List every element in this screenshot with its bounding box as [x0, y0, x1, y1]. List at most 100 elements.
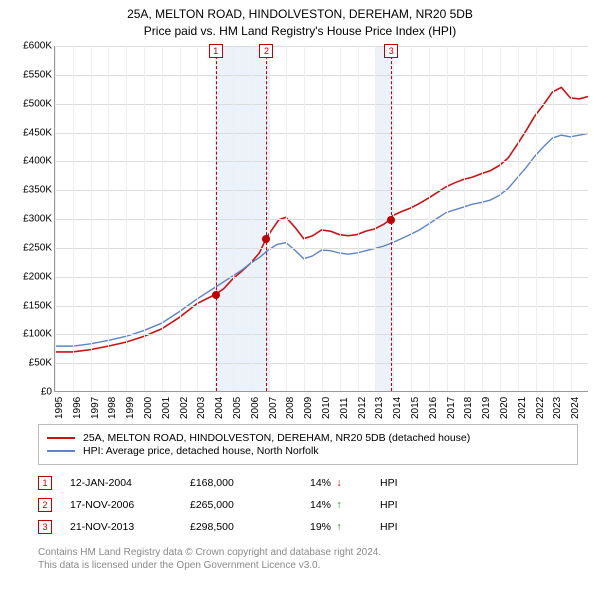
x-tick-label: 2006	[250, 397, 261, 419]
legend-box: 25A, MELTON ROAD, HINDOLVESTON, DEREHAM,…	[38, 424, 578, 465]
x-tick-label: 1996	[72, 397, 83, 419]
x-tick-label: 2011	[339, 397, 350, 419]
footer-line1: Contains HM Land Registry data © Crown c…	[38, 546, 578, 559]
y-tick-label: £400K	[23, 156, 52, 167]
gridline-v	[482, 46, 483, 391]
gridline-v	[553, 46, 554, 391]
x-tick-label: 2023	[552, 397, 563, 419]
y-tick-label: £150K	[23, 300, 52, 311]
sale-date: 17-NOV-2006	[70, 499, 190, 511]
x-tick-label: 2017	[446, 397, 457, 419]
x-tick-label: 1999	[125, 397, 136, 419]
sale-price: £168,000	[190, 477, 310, 489]
x-tick-label: 2005	[232, 397, 243, 419]
marker-line	[216, 46, 217, 391]
y-tick-label: £200K	[23, 271, 52, 282]
sale-suffix: HPI	[380, 477, 398, 489]
gridline-v	[251, 46, 252, 391]
legend-swatch	[47, 450, 75, 452]
x-tick-label: 2013	[374, 397, 385, 419]
gridline-v	[180, 46, 181, 391]
sale-price: £298,500	[190, 521, 310, 533]
gridline-v	[518, 46, 519, 391]
x-axis: 1995199619971998199920002001200220032004…	[54, 392, 588, 416]
arrow-down-icon: ↓	[334, 477, 344, 489]
gridline-v	[358, 46, 359, 391]
legend-swatch	[47, 437, 75, 439]
chart-titles: 25A, MELTON ROAD, HINDOLVESTON, DEREHAM,…	[0, 0, 600, 40]
gridline-v	[411, 46, 412, 391]
x-tick-label: 1995	[54, 397, 65, 419]
arrow-up-icon: ↑	[334, 521, 344, 533]
gridline-v	[144, 46, 145, 391]
y-tick-label: £350K	[23, 185, 52, 196]
x-tick-label: 2009	[303, 397, 314, 419]
x-tick-label: 2019	[481, 397, 492, 419]
x-tick-label: 2018	[463, 397, 474, 419]
y-tick-label: £450K	[23, 127, 52, 138]
x-tick-label: 2001	[161, 397, 172, 419]
x-tick-label: 2020	[499, 397, 510, 419]
gridline-v	[269, 46, 270, 391]
marker-dot	[387, 216, 395, 224]
gridline-v	[197, 46, 198, 391]
y-tick-label: £0	[41, 387, 52, 398]
sale-date: 12-JAN-2004	[70, 477, 190, 489]
y-tick-label: £50K	[29, 358, 52, 369]
sale-marker-box: 1	[38, 476, 52, 490]
marker-line	[266, 46, 267, 391]
sale-pct: 14% ↓	[310, 477, 380, 489]
sale-marker-box: 3	[38, 520, 52, 534]
gridline-v	[73, 46, 74, 391]
chart-area: £0£50K£100K£150K£200K£250K£300K£350K£400…	[8, 46, 592, 416]
x-tick-label: 2010	[321, 397, 332, 419]
gridline-v	[304, 46, 305, 391]
sale-row: 217-NOV-2006£265,00014% ↑ HPI	[38, 494, 578, 516]
x-tick-label: 2004	[214, 397, 225, 419]
marker-dot	[262, 235, 270, 243]
gridline-v	[571, 46, 572, 391]
title-address: 25A, MELTON ROAD, HINDOLVESTON, DEREHAM,…	[0, 6, 600, 23]
gridline-v	[286, 46, 287, 391]
sale-suffix: HPI	[380, 499, 398, 511]
gridline-v	[500, 46, 501, 391]
gridline-v	[447, 46, 448, 391]
legend-row: HPI: Average price, detached house, Nort…	[47, 445, 569, 457]
x-tick-label: 1997	[90, 397, 101, 419]
sale-suffix: HPI	[380, 521, 398, 533]
legend-row: 25A, MELTON ROAD, HINDOLVESTON, DEREHAM,…	[47, 432, 569, 444]
x-tick-label: 2014	[392, 397, 403, 419]
gridline-v	[322, 46, 323, 391]
x-tick-label: 2024	[570, 397, 581, 419]
gridline-v	[233, 46, 234, 391]
gridline-v	[375, 46, 376, 391]
gridline-v	[108, 46, 109, 391]
sale-pct: 19% ↑	[310, 521, 380, 533]
y-tick-label: £300K	[23, 214, 52, 225]
title-subtitle: Price paid vs. HM Land Registry's House …	[0, 23, 600, 40]
sale-row: 1 12-JAN-2004£168,00014% ↓ HPI	[38, 472, 578, 494]
sale-marker-box: 2	[38, 498, 52, 512]
gridline-v	[429, 46, 430, 391]
x-tick-label: 2012	[357, 397, 368, 419]
marker-box: 1	[209, 44, 223, 58]
y-tick-label: £500K	[23, 98, 52, 109]
sale-row: 321-NOV-2013£298,50019% ↑ HPI	[38, 516, 578, 538]
y-tick-label: £600K	[23, 41, 52, 52]
legend-label: 25A, MELTON ROAD, HINDOLVESTON, DEREHAM,…	[83, 432, 470, 444]
x-tick-label: 2002	[179, 397, 190, 419]
legend-label: HPI: Average price, detached house, Nort…	[83, 445, 319, 457]
y-tick-label: £550K	[23, 69, 52, 80]
x-tick-label: 2021	[517, 397, 528, 419]
marker-box: 3	[384, 44, 398, 58]
marker-dot	[212, 291, 220, 299]
gridline-v	[162, 46, 163, 391]
x-tick-label: 2022	[535, 397, 546, 419]
x-tick-label: 2016	[428, 397, 439, 419]
x-tick-label: 1998	[107, 397, 118, 419]
x-tick-label: 2007	[268, 397, 279, 419]
marker-box: 2	[259, 44, 273, 58]
arrow-up-icon: ↑	[334, 499, 344, 511]
x-tick-label: 2003	[196, 397, 207, 419]
sales-table: 1 12-JAN-2004£168,00014% ↓ HPI 2 17-NOV-200…	[38, 472, 578, 538]
